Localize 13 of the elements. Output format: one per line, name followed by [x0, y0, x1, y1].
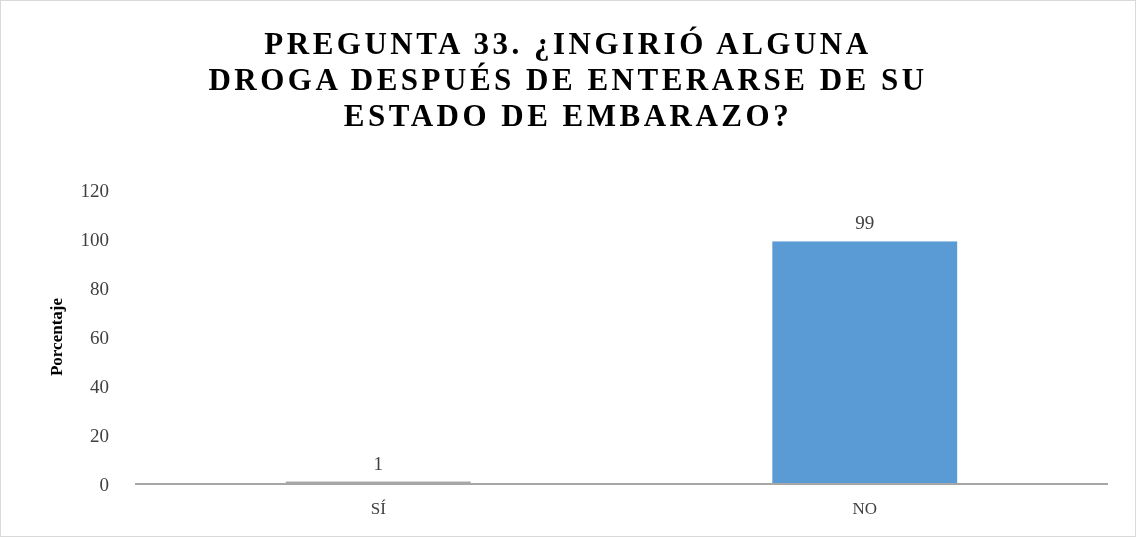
y-tick-label: 80: [90, 277, 109, 299]
y-tick-label: 60: [90, 326, 109, 348]
y-tick-label: 0: [99, 473, 109, 495]
y-axis-title: Porcentaje: [47, 297, 66, 377]
chart-title: PREGUNTA 33. ¿INGIRIÓ ALGUNA DROGA DESPUÉS DE ENTERARSE DE SU ESTADO DE EMBARAZO?: [208, 26, 928, 133]
y-tick-label: 20: [90, 424, 109, 446]
data-label: 1: [373, 452, 383, 474]
y-tick-label: 100: [80, 228, 109, 250]
x-tick-label: NO: [852, 499, 878, 518]
x-tick-label: SÍ: [370, 499, 387, 518]
y-tick-label: 120: [80, 179, 109, 201]
y-tick-label: 40: [90, 375, 109, 397]
data-label: 99: [855, 212, 875, 234]
